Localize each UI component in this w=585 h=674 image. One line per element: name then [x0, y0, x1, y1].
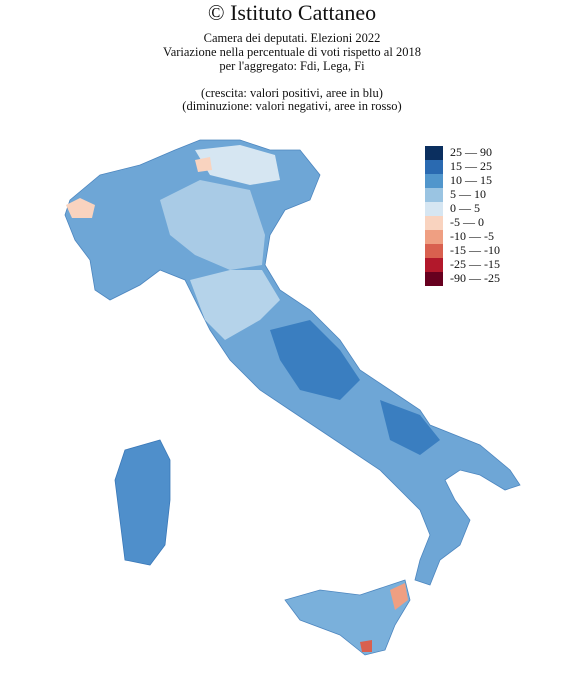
- legend-label: 25 — 90: [450, 145, 492, 159]
- note: (crescita: valori positivi, aree in blu): [201, 86, 383, 100]
- region-warm: [390, 583, 408, 610]
- subtitle: per l'aggregato: Fdi, Lega, Fi: [219, 59, 365, 73]
- legend-swatch: [425, 244, 443, 258]
- legend-label: 10 — 15: [450, 173, 492, 187]
- region-sicily: [284, 579, 411, 656]
- legend-swatch: [425, 258, 443, 272]
- legend-label: -10 — -5: [450, 229, 494, 243]
- legend-swatch: [425, 202, 443, 216]
- legend-label: -25 — -15: [450, 257, 500, 271]
- subtitle: Variazione nella percentuale di voti ris…: [163, 45, 421, 59]
- region-dark: [380, 400, 440, 455]
- legend-swatch: [425, 272, 443, 286]
- region-dark: [270, 320, 360, 400]
- legend-label: -90 — -25: [450, 271, 500, 285]
- legend-swatch: [425, 146, 443, 160]
- legend-swatch: [425, 174, 443, 188]
- region-warm: [195, 157, 212, 172]
- subtitle: Camera dei deputati. Elezioni 2022: [204, 31, 381, 45]
- legend-swatch: [425, 230, 443, 244]
- region-light: [160, 180, 265, 270]
- region-light: [190, 270, 280, 340]
- region-warm: [360, 640, 372, 652]
- region-warm: [66, 198, 95, 218]
- note: (diminuzione: valori negativi, aree in r…: [182, 99, 401, 113]
- legend-label: 5 — 10: [450, 187, 486, 201]
- region-sardinia: [114, 439, 171, 566]
- title: © Istituto Cattaneo: [208, 0, 376, 25]
- region-light: [195, 145, 280, 185]
- legend-label: 0 — 5: [450, 201, 480, 215]
- legend-label: -15 — -10: [450, 243, 500, 257]
- legend-label: 15 — 25: [450, 159, 492, 173]
- legend-swatch: [425, 216, 443, 230]
- map: [64, 139, 521, 656]
- legend-swatch: [425, 160, 443, 174]
- legend-swatch: [425, 188, 443, 202]
- legend-label: -5 — 0: [450, 215, 484, 229]
